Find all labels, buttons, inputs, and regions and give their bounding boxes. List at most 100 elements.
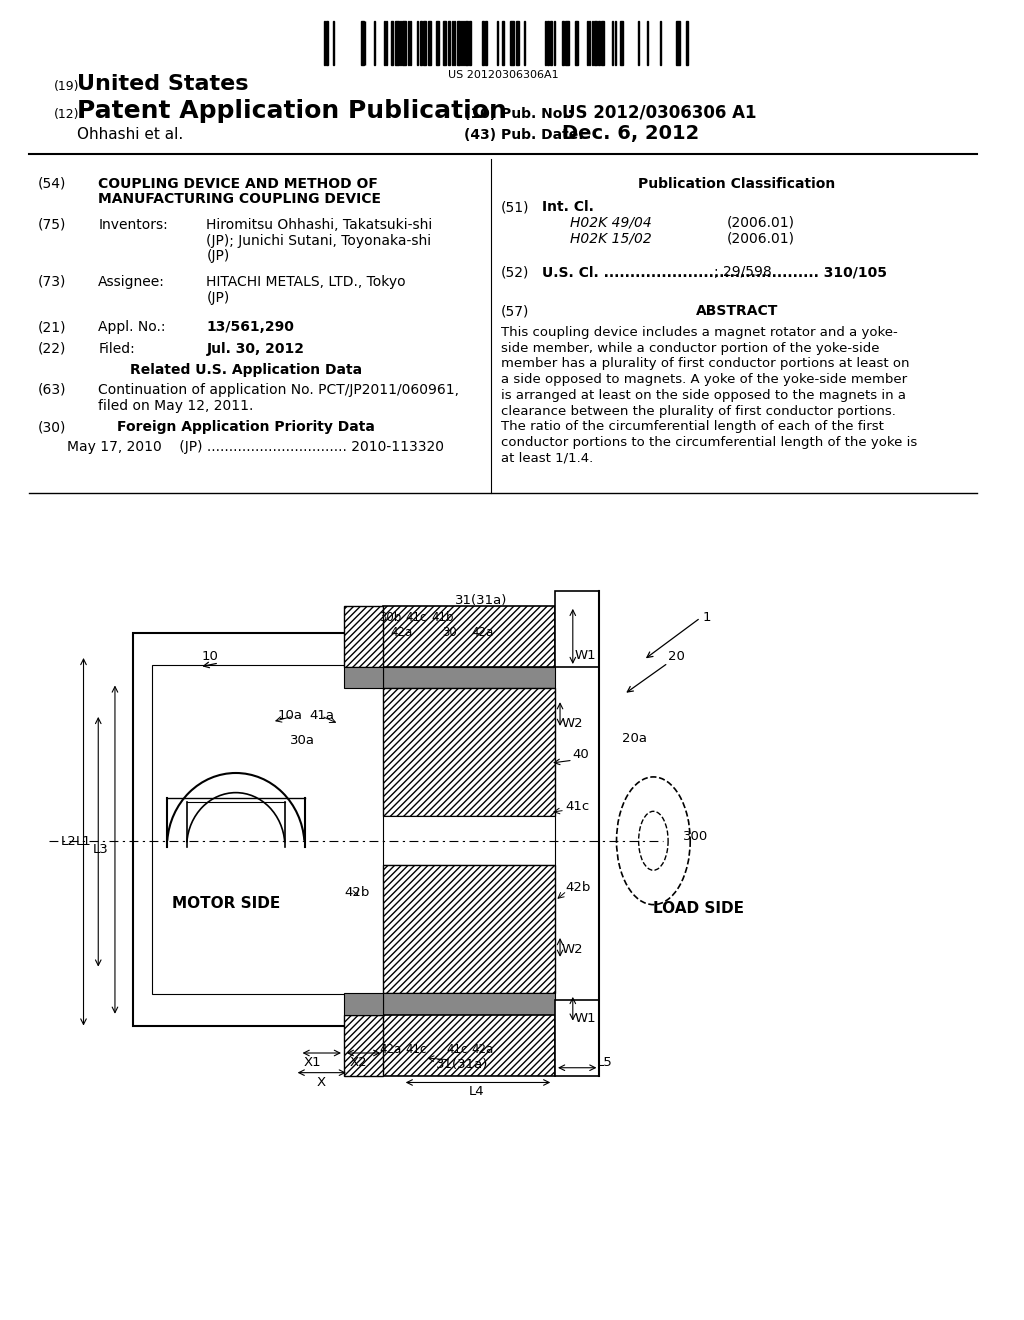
Text: L4: L4 (469, 1085, 484, 1098)
Bar (344, 606, 383, 667)
Text: 1: 1 (702, 611, 711, 624)
Text: Hiromitsu Ohhashi, Takatsuki-shi: Hiromitsu Ohhashi, Takatsuki-shi (206, 218, 432, 232)
Text: (57): (57) (501, 305, 529, 318)
Text: (30): (30) (37, 420, 66, 434)
Text: (2006.01): (2006.01) (727, 231, 795, 246)
Bar (550, 21, 552, 65)
Text: Appl. No.:: Appl. No.: (98, 319, 166, 334)
Text: Related U.S. Application Data: Related U.S. Application Data (130, 363, 361, 378)
Bar (395, 21, 399, 65)
Text: COUPLING DEVICE AND METHOD OF: COUPLING DEVICE AND METHOD OF (98, 177, 378, 190)
Text: (10) Pub. No.:: (10) Pub. No.: (464, 107, 572, 120)
Bar (383, 866, 555, 993)
Bar (516, 21, 519, 65)
Text: 13/561,290: 13/561,290 (206, 319, 294, 334)
Text: ABSTRACT: ABSTRACT (695, 305, 778, 318)
Bar (574, 21, 578, 65)
Bar (601, 21, 604, 65)
Text: (52): (52) (501, 265, 529, 279)
Text: W2: W2 (562, 717, 584, 730)
Bar (589, 21, 591, 65)
Text: Ohhashi et al.: Ohhashi et al. (77, 127, 183, 143)
Text: (JP); Junichi Sutani, Toyonaka-shi: (JP); Junichi Sutani, Toyonaka-shi (206, 234, 431, 248)
Text: 42a: 42a (471, 1043, 494, 1056)
Text: 20: 20 (668, 651, 685, 663)
Text: 42b: 42b (345, 886, 371, 899)
Text: 41c: 41c (565, 800, 589, 813)
Text: (19): (19) (54, 81, 80, 94)
Text: 30a: 30a (290, 734, 314, 747)
Bar (676, 21, 680, 65)
Text: W1: W1 (574, 1012, 596, 1026)
Bar (383, 689, 555, 816)
Text: Publication Classification: Publication Classification (638, 177, 836, 190)
Text: 41c: 41c (446, 1043, 468, 1056)
Text: (JP): (JP) (206, 290, 229, 305)
Text: (22): (22) (37, 342, 66, 355)
Text: 40: 40 (572, 748, 590, 762)
Bar (420, 21, 423, 65)
Text: clearance between the plurality of first conductor portions.: clearance between the plurality of first… (501, 404, 896, 417)
Text: The ratio of the circumferential length of each of the first: The ratio of the circumferential length … (501, 420, 884, 433)
Bar (562, 21, 564, 65)
Text: X2: X2 (350, 1056, 368, 1069)
Text: X1: X1 (304, 1056, 322, 1069)
Bar (383, 993, 555, 1015)
Text: (51): (51) (501, 201, 529, 214)
Text: LOAD SIDE: LOAD SIDE (653, 900, 744, 916)
Text: US 2012/0306306 A1: US 2012/0306306 A1 (562, 104, 757, 121)
Bar (565, 21, 569, 65)
Bar (428, 21, 431, 65)
Bar (594, 21, 597, 65)
Text: 41a: 41a (309, 709, 335, 722)
Bar (686, 21, 688, 65)
Text: U.S. Cl. ......................................... 310/105: U.S. Cl. ...............................… (543, 265, 888, 279)
Text: MOTOR SIDE: MOTOR SIDE (172, 896, 281, 911)
Bar (469, 21, 471, 65)
Text: H02K 15/02: H02K 15/02 (569, 231, 651, 246)
Text: (75): (75) (37, 218, 66, 232)
Text: at least 1/1.4.: at least 1/1.4. (501, 451, 593, 465)
Text: (63): (63) (37, 383, 66, 397)
Bar (465, 21, 468, 65)
Text: L3: L3 (92, 843, 109, 857)
Text: filed on May 12, 2011.: filed on May 12, 2011. (98, 399, 254, 413)
Bar (485, 21, 487, 65)
Text: (54): (54) (37, 177, 66, 190)
Text: 30: 30 (442, 626, 458, 639)
Text: Continuation of application No. PCT/JP2011/060961,: Continuation of application No. PCT/JP20… (98, 383, 459, 397)
Text: (12): (12) (54, 108, 80, 120)
Text: May 17, 2010    (JP) ................................ 2010-113320: May 17, 2010 (JP) ......................… (67, 440, 443, 454)
Text: 20a: 20a (622, 731, 647, 744)
Bar (457, 21, 460, 65)
Text: Jul. 30, 2012: Jul. 30, 2012 (206, 342, 304, 355)
Bar (555, 1001, 599, 1076)
Text: L5: L5 (596, 1056, 612, 1069)
Text: (43) Pub. Date:: (43) Pub. Date: (464, 128, 584, 143)
Bar (344, 1015, 383, 1076)
Text: This coupling device includes a magnet rotator and a yoke-: This coupling device includes a magnet r… (501, 326, 898, 339)
Bar (443, 21, 446, 65)
Text: 10a: 10a (279, 709, 303, 722)
Text: Dec. 6, 2012: Dec. 6, 2012 (562, 124, 699, 144)
Text: 41c: 41c (404, 611, 426, 624)
Bar (344, 993, 383, 1015)
Text: US 20120306306A1: US 20120306306A1 (447, 70, 558, 79)
Text: Inventors:: Inventors: (98, 218, 168, 232)
Bar (436, 21, 439, 65)
Text: United States: United States (77, 74, 248, 94)
Text: W2: W2 (562, 944, 584, 957)
Text: L2: L2 (60, 836, 77, 849)
Bar (383, 816, 555, 866)
Text: 30b: 30b (379, 611, 401, 624)
Bar (424, 21, 426, 65)
Text: (21): (21) (37, 319, 66, 334)
Text: W1: W1 (574, 648, 596, 661)
Bar (620, 21, 623, 65)
Text: 41b: 41b (431, 611, 454, 624)
Text: Filed:: Filed: (98, 342, 135, 355)
Text: member has a plurality of first conductor portions at least on: member has a plurality of first conducto… (501, 358, 909, 371)
Bar (598, 21, 600, 65)
Text: (2006.01): (2006.01) (727, 216, 795, 230)
Text: L1: L1 (76, 836, 91, 849)
